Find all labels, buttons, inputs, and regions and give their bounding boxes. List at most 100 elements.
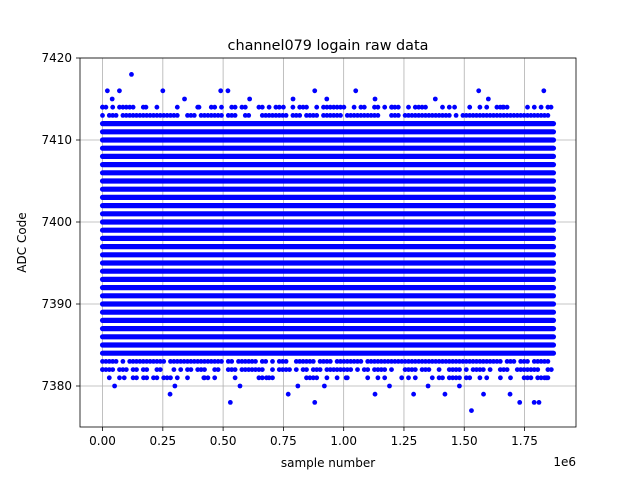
data-point [395,104,401,110]
data-point [312,400,318,405]
data-point [411,391,417,397]
data-point [372,359,377,364]
data-point [256,104,262,110]
data-point [229,359,235,364]
data-point [246,113,252,118]
x-tick-label: 1.25 [391,434,418,448]
data-point [143,104,149,110]
data-point [504,359,510,364]
data-point [215,367,221,372]
data-point [304,375,309,381]
data-point [266,104,272,110]
data-point [321,383,327,389]
data-point [154,359,160,364]
data-point [402,113,408,118]
data-point [525,113,530,118]
data-point [387,383,392,389]
data-point [259,104,265,110]
data-point [212,113,218,118]
data-point [219,104,224,110]
data-point [331,104,337,110]
data-point-row [99,145,557,151]
data-point [338,359,343,364]
data-point [100,367,105,372]
data-point [487,113,493,118]
x-tick-label: 0.75 [270,434,297,448]
data-point [174,104,180,110]
data-point [419,113,425,118]
data-point [164,375,170,381]
data-point [280,359,286,364]
data-point [525,375,530,381]
data-point [481,391,486,397]
data-point [232,375,238,381]
data-point [474,113,479,118]
data-point [270,375,275,381]
data-point [327,104,333,110]
data-point [100,113,105,118]
data-point [178,359,184,364]
data-point [100,359,105,364]
data-point [518,367,524,372]
data-point [205,375,211,381]
data-point [399,375,405,381]
data-point [453,113,459,118]
data-point [151,375,156,381]
data-point [476,88,482,94]
data-point [494,113,500,118]
data-point [382,375,388,381]
data-point [508,375,513,381]
data-point [188,359,194,364]
data-point [497,113,503,118]
data-point [501,113,507,118]
data-point [341,359,347,364]
data-point [161,113,167,118]
data-point [297,113,303,118]
data-point [432,96,438,102]
data-point [242,113,248,118]
data-point [395,359,401,364]
data-point [185,113,190,118]
data-point [188,113,194,118]
data-point [195,359,201,364]
data-point [327,359,333,364]
data-point [457,383,462,389]
data-point [485,96,491,102]
data-point [324,113,330,118]
data-point [426,367,432,372]
data-point [480,367,486,372]
data-point [256,375,262,381]
data-point [548,367,554,372]
data-point-row [99,342,557,348]
data-point [426,113,432,118]
data-point [543,375,549,381]
data-point [161,375,167,381]
data-point [171,367,177,372]
data-point-row [99,194,557,200]
data-point [123,104,129,110]
data-point [348,359,354,364]
data-point [460,113,466,118]
data-point-row [99,203,557,209]
data-point [113,113,119,118]
data-point [355,359,360,364]
data-point-row [99,153,557,159]
data-point [453,375,459,381]
data-point [212,359,218,364]
data-point [287,367,292,372]
data-point [134,367,139,372]
data-point [168,113,173,118]
data-point [154,113,160,118]
data-point [304,104,309,110]
data-point [259,359,265,364]
data-point [198,367,204,372]
data-point [487,367,493,372]
data-point [498,375,503,381]
data-point [178,367,184,372]
data-point [425,383,431,389]
data-point [154,367,160,372]
data-point [531,400,537,405]
data-point [110,359,116,364]
data-point [219,113,224,118]
